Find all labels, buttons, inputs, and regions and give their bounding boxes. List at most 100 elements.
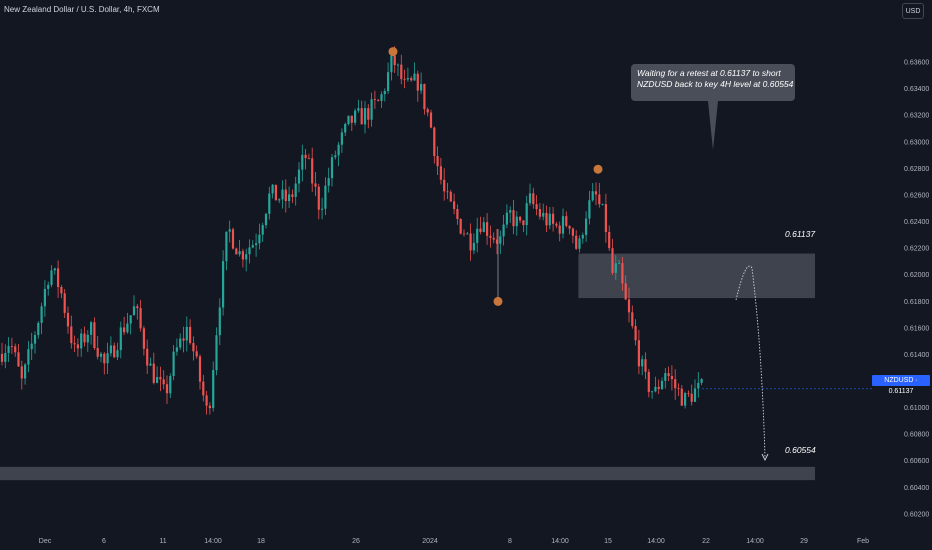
currency-button[interactable]: USD (902, 3, 924, 19)
x-tick-label: 6 (102, 538, 106, 545)
candle (149, 357, 152, 366)
candle (172, 344, 175, 381)
candle (608, 225, 611, 252)
candle (647, 368, 650, 398)
candle (185, 316, 188, 352)
candle (439, 157, 442, 185)
y-tick-label: 0.63600 (904, 60, 929, 67)
candle (27, 340, 30, 373)
candle (165, 375, 169, 404)
candle (93, 317, 96, 350)
candles (0, 46, 703, 415)
candle (472, 233, 475, 255)
candle (601, 203, 604, 206)
candle (106, 342, 109, 374)
candle (627, 287, 631, 323)
candle (670, 365, 673, 391)
candle (301, 144, 304, 182)
candle (571, 227, 574, 244)
candle (651, 390, 654, 399)
x-tick-label: 14:00 (746, 538, 764, 545)
candle (680, 385, 683, 407)
candle (575, 230, 578, 251)
candle (687, 390, 690, 397)
candle (459, 218, 462, 235)
candle (76, 338, 79, 357)
candle (241, 248, 244, 268)
candle (307, 153, 310, 160)
candle (327, 167, 330, 193)
x-tick-label: Dec (39, 538, 52, 545)
x-tick-label: 15 (604, 538, 612, 545)
candle (156, 366, 159, 384)
candle (215, 327, 218, 376)
candle (538, 203, 541, 220)
candle (545, 205, 548, 232)
candle (469, 223, 472, 261)
candle (123, 316, 126, 336)
candle (57, 260, 60, 299)
callout-note[interactable]: Waiting for a retest at 0.61137 to short… (631, 64, 795, 101)
candle (555, 221, 558, 229)
candle (47, 281, 50, 296)
candle (591, 183, 594, 202)
candle (66, 306, 70, 334)
candle (225, 231, 228, 271)
y-tick-label: 0.63400 (904, 86, 929, 93)
candle (0, 342, 4, 366)
candle (37, 321, 40, 339)
candle (70, 315, 73, 349)
candle (182, 326, 185, 353)
candle (410, 76, 413, 82)
candle (24, 363, 27, 385)
candle (20, 360, 23, 390)
candle (159, 366, 162, 392)
time-axis[interactable]: Dec 6 11 14:00 18 26 2024 8 14:00 15 14:00 22 14:00 2… (39, 538, 869, 545)
candle (14, 343, 17, 357)
callout-line-2: NZDUSD back to key 4H level at 0.60554 (637, 79, 794, 89)
candle (400, 54, 403, 85)
candle (4, 344, 7, 369)
y-tick-label: 0.60200 (904, 511, 929, 518)
swing-marker (493, 296, 503, 306)
y-tick-label: 0.61600 (904, 325, 929, 332)
candle (588, 190, 591, 225)
price-axis[interactable]: 0.63600 0.63400 0.63200 0.63000 0.62800 0.626… (904, 60, 929, 519)
candle (505, 204, 508, 229)
candle (373, 90, 376, 109)
candle (624, 275, 627, 301)
candle (674, 369, 677, 400)
candle (660, 377, 664, 390)
x-tick-label: 11 (159, 538, 166, 545)
annotations (388, 47, 872, 462)
x-tick-label: 8 (508, 538, 512, 545)
x-tick-label: 29 (800, 538, 808, 545)
y-tick-label: 0.62200 (904, 246, 929, 253)
candle (235, 247, 238, 255)
y-tick-label: 0.62600 (904, 192, 929, 199)
y-tick-label: 0.61000 (904, 405, 929, 412)
candle (677, 383, 680, 397)
candle (205, 391, 208, 415)
candle (284, 179, 287, 213)
candle (311, 147, 314, 192)
candle (644, 352, 647, 380)
candle (129, 315, 132, 335)
candle (245, 248, 248, 272)
candle (436, 146, 439, 175)
candle (86, 330, 89, 352)
candle (334, 150, 337, 160)
candle (509, 206, 512, 223)
candle (53, 267, 56, 275)
candle (390, 54, 393, 81)
chart-title: New Zealand Dollar / U.S. Dollar, 4h, FX… (4, 5, 160, 14)
candle (690, 384, 693, 406)
candle (492, 232, 495, 244)
candle (294, 176, 297, 206)
candle (304, 148, 307, 170)
candle (340, 128, 343, 153)
candle (449, 189, 452, 203)
x-tick-label: 26 (352, 538, 360, 545)
candle (33, 331, 37, 354)
